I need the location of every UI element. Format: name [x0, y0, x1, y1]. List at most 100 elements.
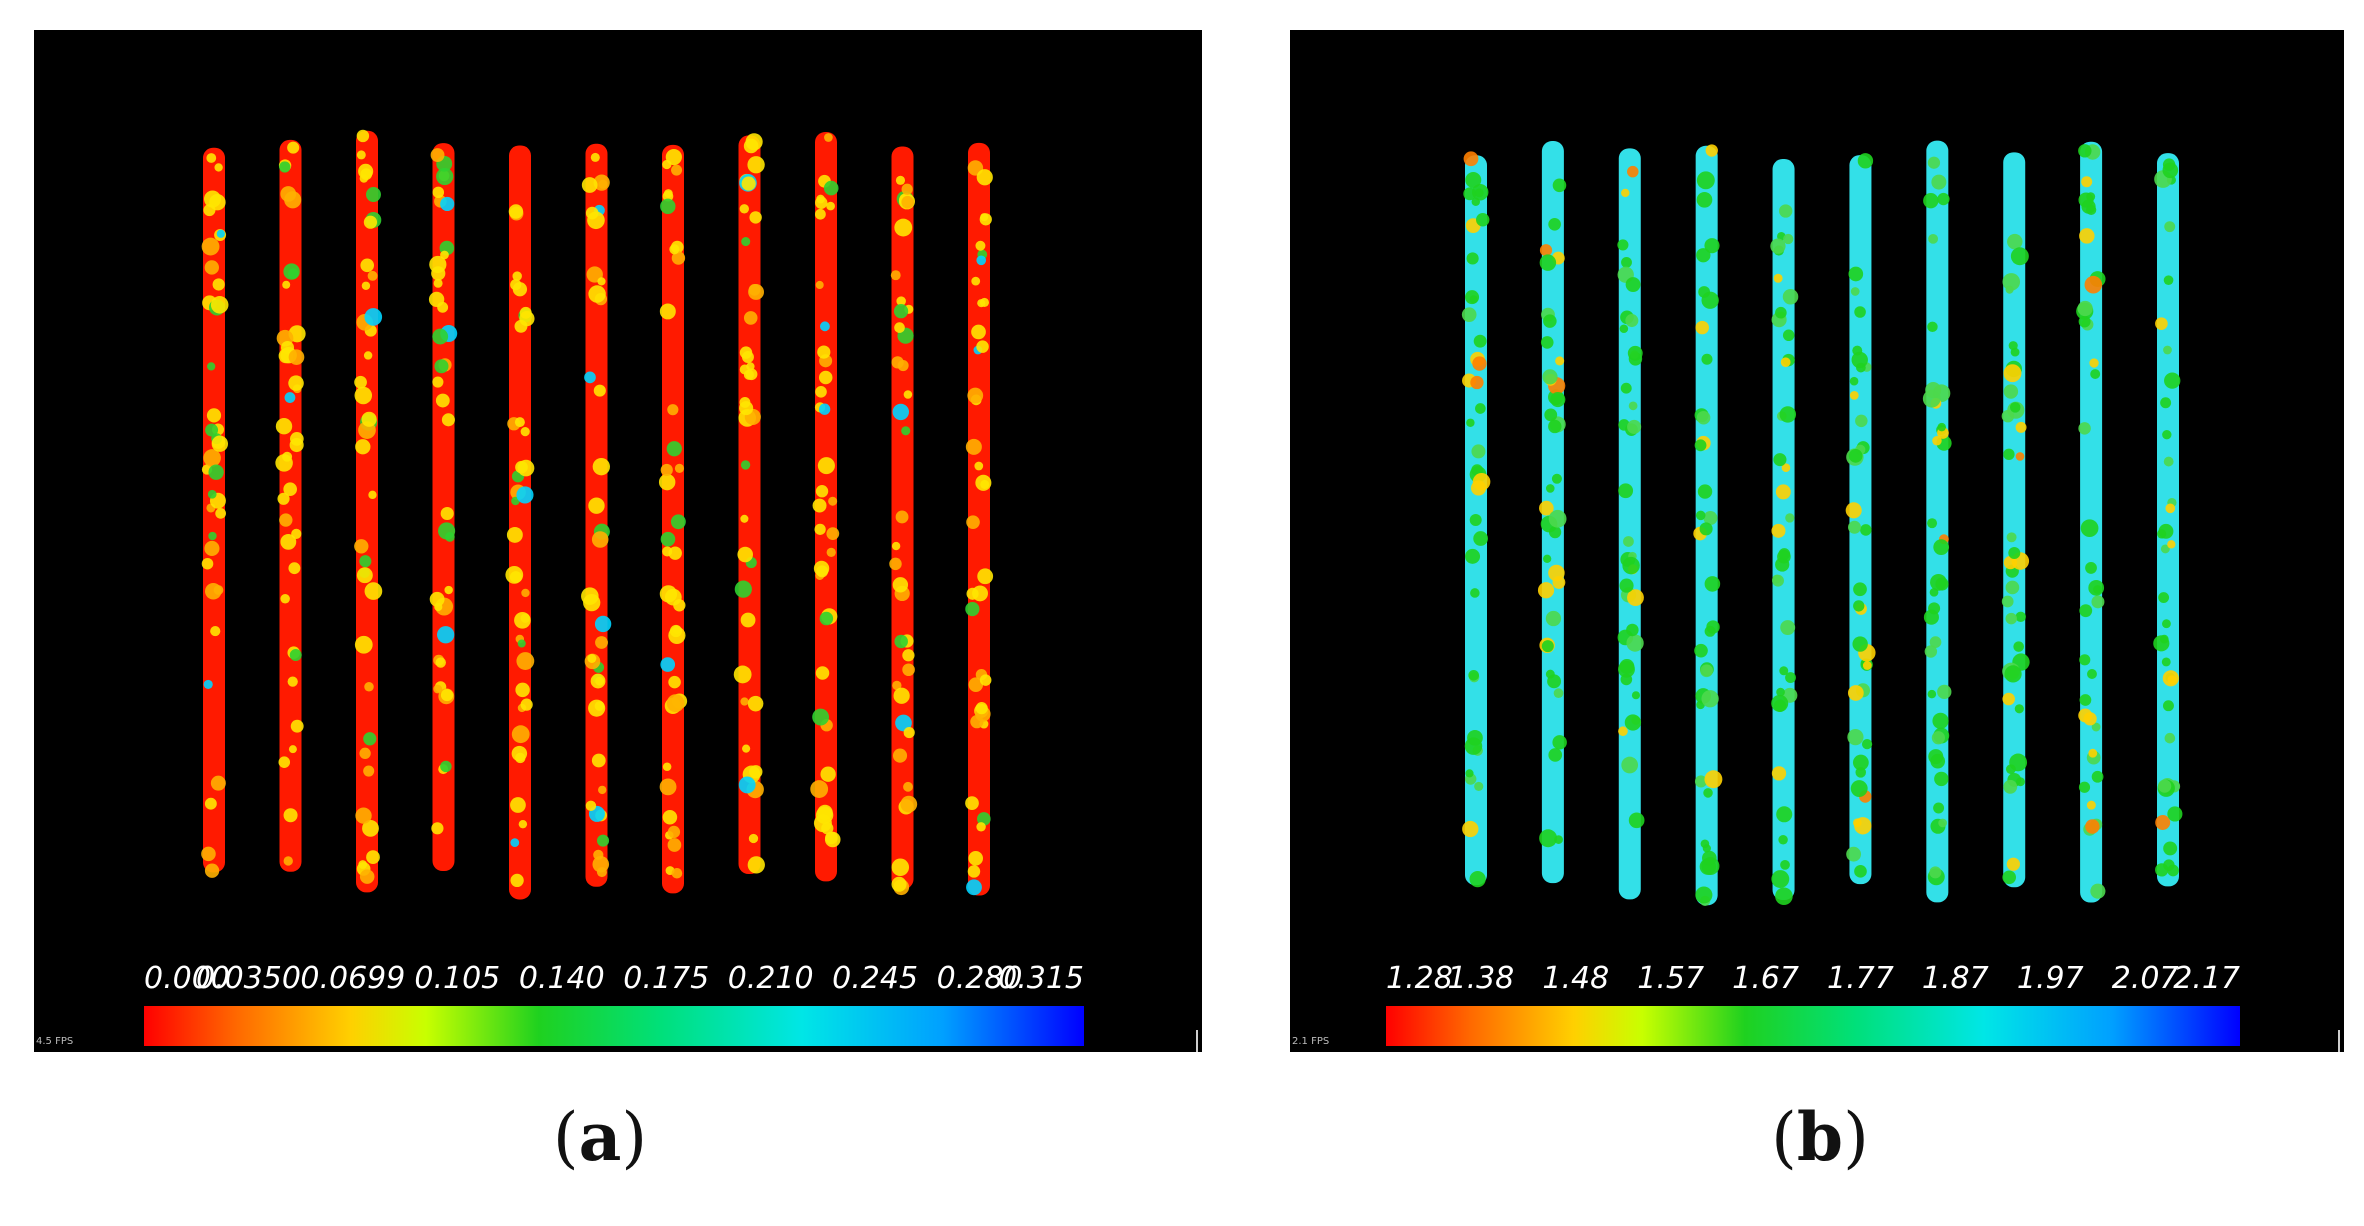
point-speck [1927, 689, 1937, 699]
point-speck [215, 508, 227, 519]
point-speck [1854, 864, 1867, 878]
point-speck [1619, 324, 1629, 334]
point-speck [669, 244, 680, 255]
point-speck [1699, 522, 1713, 536]
point-speck [2161, 657, 2171, 667]
point-speck [1700, 664, 1714, 678]
point-stripe [1693, 144, 1723, 907]
point-speck [967, 865, 981, 878]
point-speck [743, 138, 759, 154]
point-speck [1932, 712, 1949, 729]
point-speck [1539, 254, 1557, 271]
point-speck [740, 460, 751, 470]
point-speck [1466, 418, 1475, 428]
point-speck [897, 360, 909, 372]
point-speck [1545, 484, 1555, 493]
point-speck [741, 237, 751, 247]
stripe-plot-a [201, 129, 994, 900]
point-speck [1696, 171, 1715, 190]
point-speck [2006, 532, 2017, 543]
colorbar-tick-label: 2.17 [2173, 961, 2240, 996]
point-speck [1773, 453, 1787, 467]
point-speck [2077, 300, 2093, 317]
caption-b: (b) [1771, 1098, 1869, 1176]
point-speck [975, 240, 986, 251]
stripe-body [738, 135, 761, 875]
point-speck [515, 460, 528, 474]
point-speck [585, 206, 599, 220]
point-speck [1465, 769, 1474, 778]
point-speck [2089, 358, 2099, 368]
point-speck [968, 851, 983, 866]
point-speck [892, 748, 908, 763]
point-speck [204, 863, 220, 878]
point-speck [965, 601, 980, 617]
point-speck [440, 760, 452, 773]
point-speck [1702, 844, 1711, 853]
point-speck [1621, 188, 1630, 198]
point-speck [288, 349, 305, 365]
point-speck [1467, 729, 1483, 746]
point-speck [660, 657, 676, 672]
point-speck [280, 186, 297, 202]
point-speck [1694, 643, 1708, 658]
point-speck [664, 588, 682, 606]
point-speck [671, 867, 683, 879]
point-speck [812, 498, 827, 513]
point-speck [1855, 767, 1866, 778]
point-speck [815, 385, 827, 398]
point-speck [1465, 290, 1480, 305]
point-speck [514, 417, 525, 428]
colorbar-tick-label: 1.77 [1827, 961, 1894, 996]
point-speck [521, 588, 530, 598]
point-speck [216, 229, 225, 238]
point-speck [815, 196, 828, 209]
point-stripe [1537, 141, 1567, 884]
point-speck [2167, 806, 2183, 822]
point-speck [429, 591, 445, 607]
point-speck [201, 237, 220, 256]
point-speck [2008, 547, 2021, 560]
colorbar-tick-label: 0.105 [414, 961, 501, 996]
point-speck [739, 396, 751, 408]
point-stripe [965, 142, 994, 896]
point-speck [1548, 217, 1561, 231]
point-speck [826, 547, 836, 557]
point-speck [510, 873, 524, 888]
colorbar-labels-b: 1.28 1.38 1.48 1.57 1.67 1.77 1.87 1.97 2.07 2.17 [1386, 956, 2240, 1002]
point-speck [358, 860, 368, 869]
point-speck [976, 169, 993, 186]
point-speck [591, 531, 609, 548]
point-speck [288, 375, 304, 391]
point-speck [2002, 273, 2021, 291]
point-speck [584, 371, 596, 384]
point-speck [354, 539, 369, 554]
point-speck [894, 322, 905, 333]
point-speck [2167, 675, 2177, 685]
point-speck [2078, 781, 2091, 793]
point-speck [517, 639, 526, 648]
point-speck [2003, 448, 2015, 461]
point-speck [511, 745, 528, 762]
point-speck [1773, 273, 1783, 283]
point-speck [977, 299, 986, 308]
point-speck [429, 255, 447, 274]
point-speck [965, 796, 979, 810]
point-speck [275, 418, 293, 435]
point-speck [2158, 779, 2172, 793]
point-speck [813, 560, 830, 577]
point-speck [971, 276, 981, 286]
point-speck [1695, 320, 1709, 335]
point-speck [1785, 672, 1796, 684]
point-speck [1694, 775, 1708, 788]
point-speck [201, 846, 216, 862]
point-speck [441, 413, 455, 427]
point-speck [2091, 595, 2105, 609]
point-speck [1541, 640, 1554, 653]
colorbar-tick-label: 0.0699 [300, 961, 406, 996]
point-speck [201, 557, 214, 570]
point-speck [2015, 421, 2027, 433]
point-speck [966, 515, 980, 529]
point-speck [1779, 204, 1793, 218]
point-speck [363, 215, 378, 229]
